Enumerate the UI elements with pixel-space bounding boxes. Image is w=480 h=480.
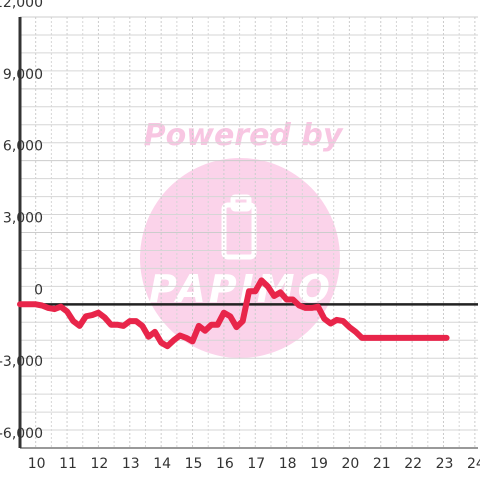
y-tick-label: -6,000 [0,426,43,442]
x-tick-label: 10 [28,456,46,472]
x-tick-label: 19 [310,456,328,472]
x-tick-label: 18 [279,456,297,472]
x-tick-label: 17 [247,456,265,472]
x-tick-label: 15 [185,456,203,472]
y-tick-label: -3,000 [0,354,43,370]
y-tick-label: 12,000 [0,0,43,11]
x-tick-label: 11 [59,456,77,472]
series-layer [17,277,450,350]
x-tick-label: 14 [153,456,171,472]
x-tick-label: 16 [216,456,234,472]
y-tick-label: 9,000 [3,67,43,83]
watermark-powered-by: Powered by [144,118,344,153]
y-tick-label: 6,000 [3,139,43,155]
series-line [17,277,450,350]
y-tick-label: 0 [34,282,43,298]
x-tick-label: 22 [404,456,422,472]
x-tick-label: 21 [373,456,391,472]
x-tick-label: 12 [91,456,109,472]
grid [19,16,478,449]
x-tick-label: 23 [436,456,454,472]
x-tick-label: 20 [341,456,359,472]
x-tick-label: 13 [122,456,140,472]
y-tick-label: 3,000 [3,211,43,227]
x-tick-label: 24 [467,456,480,472]
